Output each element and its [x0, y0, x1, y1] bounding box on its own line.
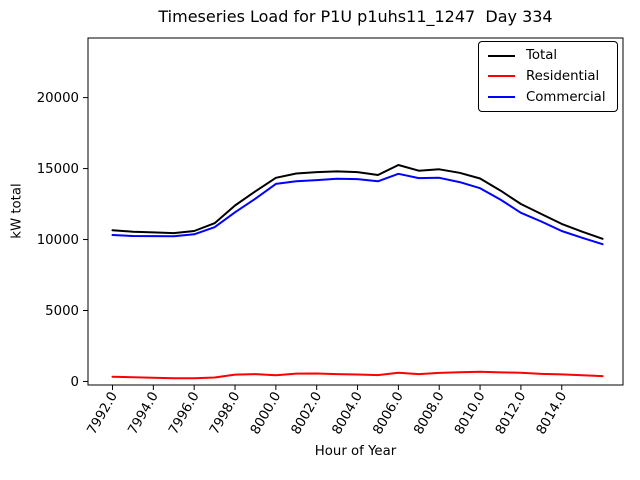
- x-tick-label: 8002.0: [289, 390, 325, 438]
- x-tick-label: 8006.0: [371, 390, 407, 438]
- x-tick-label: 8012.0: [493, 390, 529, 438]
- series-line-total: [111, 164, 604, 240]
- x-tick-label: 7994.0: [126, 390, 162, 438]
- legend: Total Residential Commercial: [478, 41, 618, 112]
- x-tick-label: 7996.0: [166, 390, 202, 438]
- x-tick-label: 8004.0: [330, 390, 366, 438]
- x-axis-label: Hour of Year: [314, 444, 397, 459]
- x-tick-label: 8010.0: [452, 390, 488, 438]
- x-tick-label: 8008.0: [411, 390, 447, 438]
- x-tick-label: 7998.0: [207, 390, 243, 438]
- total-line-swatch: [488, 54, 515, 57]
- residential-line-swatch: [488, 75, 515, 78]
- y-tick-label: 15000: [37, 162, 79, 177]
- legend-label-total: Total: [526, 48, 558, 63]
- y-tick-label: 10000: [37, 233, 79, 248]
- legend-item-residential: Residential: [488, 70, 608, 83]
- series-line-commercial: [111, 172, 604, 246]
- x-tick-label: 8000.0: [248, 390, 284, 438]
- commercial-line-swatch: [488, 96, 515, 99]
- axes-frame: [87, 37, 624, 386]
- chart-title: Timeseries Load for P1U p1uhs11_1247 Day…: [158, 7, 553, 26]
- legend-label-commercial: Commercial: [526, 89, 606, 105]
- legend-item-total: Total: [488, 49, 608, 62]
- x-tick-label: 8014.0: [534, 390, 570, 438]
- y-tick-label: 20000: [37, 91, 79, 106]
- y-tick-label: 0: [71, 375, 79, 390]
- y-tick-label: 5000: [45, 304, 79, 319]
- series-line-residential: [111, 370, 604, 380]
- legend-item-commercial: Commercial: [488, 89, 608, 105]
- legend-label-residential: Residential: [526, 68, 600, 84]
- x-tick-label: 7992.0: [85, 390, 121, 438]
